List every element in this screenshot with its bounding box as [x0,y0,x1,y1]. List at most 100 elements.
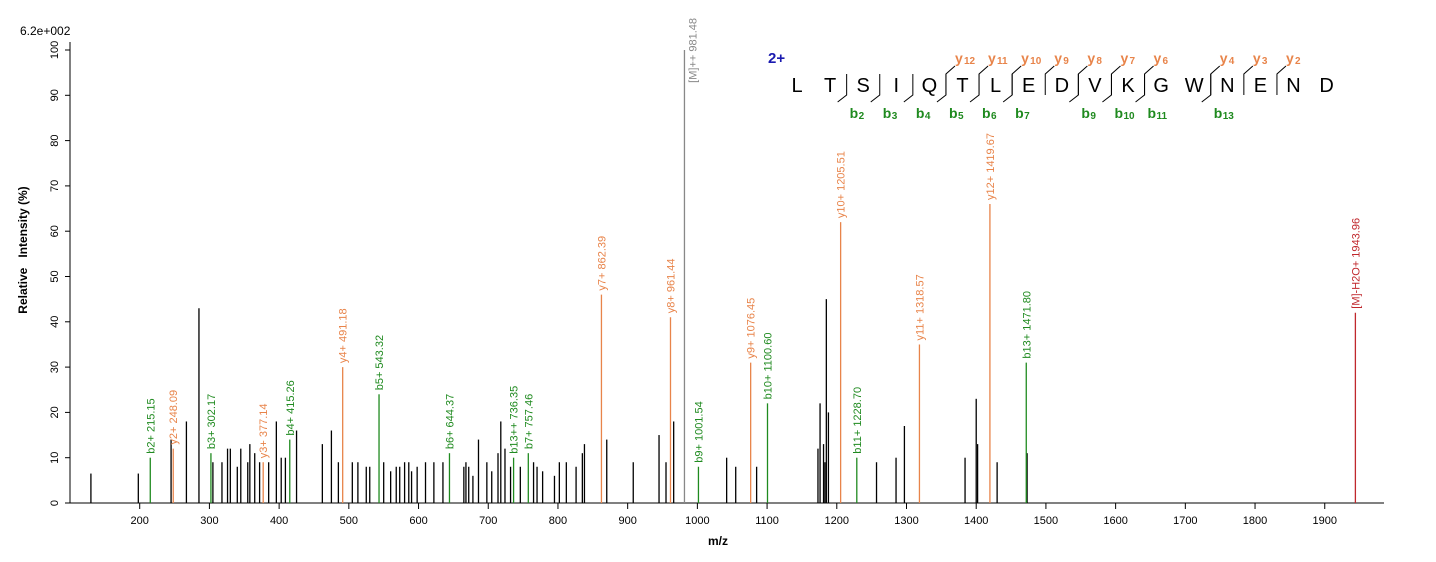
ion-letter: y [955,50,963,66]
ion-letter: y [1286,50,1294,66]
ion-letter: b [1214,105,1223,121]
residue: S [857,75,870,97]
y-bracket [1044,65,1055,95]
peak-label: b2+ 215.15 [145,398,157,453]
ion-letter: b [916,105,925,121]
y-tick-label: 100 [49,41,61,59]
y-bracket [1210,65,1221,95]
b-bracket [870,74,881,103]
ion-number: 4 [1229,56,1235,67]
residue: K [1121,75,1135,97]
peak-label: b13+ 1471.80 [1021,291,1033,359]
x-tick-label: 500 [340,515,358,527]
residue: T [956,75,968,97]
ion-letter: b [1015,105,1024,121]
peak-label: y4+ 491.18 [338,308,350,363]
peak-label: b10+ 1100.60 [763,333,775,400]
ion-number: 3 [892,111,898,122]
b-bracket [1135,74,1146,103]
x-tick-label: 1900 [1313,515,1337,527]
b-bracket [1201,74,1212,103]
y-bracket [1077,65,1088,95]
ion-letter: b [982,105,991,121]
ion-letter: y [988,50,996,66]
residue: D [1319,75,1333,97]
b-bracket [837,74,848,103]
ion-number: 11 [1157,111,1168,122]
peak-label: y2+ 248.09 [168,390,180,445]
x-tick-label: 1500 [1034,515,1058,527]
ion-number: 2 [1295,56,1301,67]
ion-number: 5 [958,111,964,122]
y-bracket [1276,65,1287,95]
peak-label: b3+ 302.17 [206,394,218,449]
x-axis-label: m/z [708,534,728,548]
ion-number: 12 [964,56,976,67]
ion-number: 8 [1096,56,1102,67]
y-ion-label: y 12 [955,50,976,67]
ion-number: 4 [925,111,931,122]
peak-label: y7+ 862.39 [596,236,608,291]
peak-label: [M]-H2O+ 1943.96 [1350,218,1362,309]
ion-number: 13 [1223,111,1235,122]
y-bracket [1011,65,1022,95]
peak-label: y11+ 1318.57 [914,274,926,340]
peak-label: y10+ 1205.51 [836,151,848,218]
peak-label: y3+ 377.14 [258,403,270,458]
residue: Q [922,75,938,97]
x-tick-label: 900 [618,515,636,527]
residue: D [1055,75,1069,97]
y-bracket [1110,65,1121,95]
peak-label: [M]++ 981.48 [687,18,699,83]
b-bracket [969,74,980,103]
y-tick-label: 70 [49,180,61,192]
residue: E [1022,75,1035,97]
x-tick-label: 700 [479,515,497,527]
ion-letter: b [1081,105,1090,121]
y-tick-label: 90 [49,89,61,101]
residue: V [1088,75,1102,97]
x-tick-label: 1200 [825,515,849,527]
ion-letter: b [1148,105,1157,121]
residue: W [1185,75,1204,97]
b-bracket [1069,74,1079,103]
ion-letter: b [883,105,892,121]
ion-number: 11 [997,56,1008,67]
y-tick-label: 40 [49,316,61,328]
ion-number: 7 [1129,56,1135,67]
x-tick-label: 1800 [1243,515,1267,527]
ion-letter: y [1253,50,1261,66]
x-tick-label: 1100 [755,515,779,527]
y-tick-label: 60 [49,225,61,237]
x-tick-label: 300 [200,515,218,527]
scale-label: 6.2e+002 [20,24,71,38]
y-tick-label: 20 [49,406,61,418]
residue: E [1254,75,1267,97]
y-bracket [978,65,989,95]
residue: L [990,75,1001,97]
ion-letter: y [1154,50,1162,66]
y-axis-label: Relative Intensity (%) [16,186,30,313]
charge-label: 2+ [768,50,785,67]
ion-letter: y [1087,50,1095,66]
y-bracket [1243,65,1254,95]
x-tick-label: 1300 [894,515,918,527]
x-tick-label: 1700 [1173,515,1197,527]
b-bracket [1002,74,1013,103]
ion-number: 9 [1063,56,1069,67]
y-tick-label: 0 [49,500,61,506]
y-tick-label: 80 [49,134,61,146]
peak-label: b13++ 736.35 [509,386,521,454]
b-ion-label: b 11 [1148,105,1168,122]
x-tick-label: 1400 [964,515,988,527]
y-ion-label: y 10 [1021,50,1042,67]
y-bracket [1144,65,1154,95]
